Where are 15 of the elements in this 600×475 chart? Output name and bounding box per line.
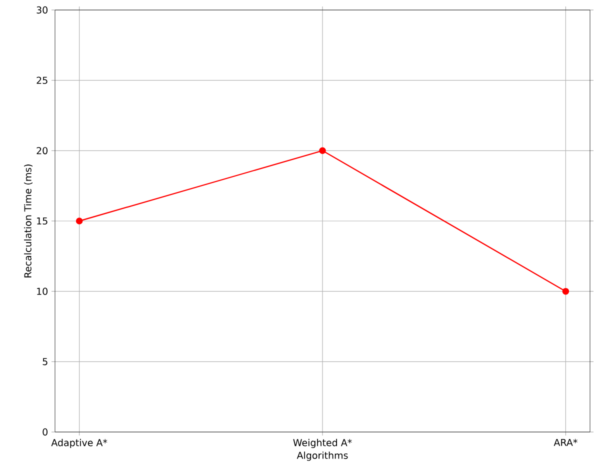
- y-tick-label: 30: [36, 6, 48, 14]
- point: [319, 147, 326, 154]
- y-tick-label: 15: [37, 217, 48, 225]
- x-tick-label: Adaptive A*: [51, 438, 108, 448]
- x-tick-label: Weighted A*: [293, 438, 352, 448]
- y-tick-label: 5: [42, 358, 48, 366]
- y-tick-label: 20: [36, 147, 48, 154]
- point: [562, 288, 570, 295]
- y-tick-label: 0: [42, 428, 48, 436]
- y-tick-label: 10: [37, 288, 48, 295]
- x-axis-title: Algorithms: [296, 452, 348, 461]
- x-tick-label: ARA*: [554, 438, 578, 446]
- y-axis-title: Recalculation Time (ms): [24, 164, 33, 278]
- y-tick-label: 25: [36, 76, 48, 84]
- point: [76, 218, 83, 224]
